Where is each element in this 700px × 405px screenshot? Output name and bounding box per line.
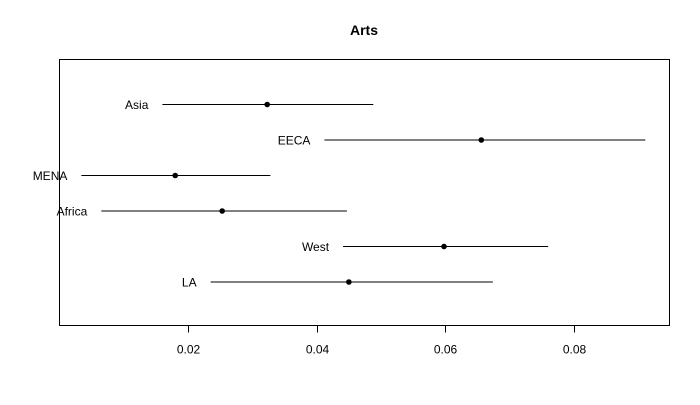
x-axis: 0.02 0.04 0.06 0.08 xyxy=(177,325,587,357)
estimate-point xyxy=(478,137,485,143)
x-tick-label: 0.04 xyxy=(306,343,330,357)
interval-row-west: West xyxy=(302,240,549,254)
estimate-point xyxy=(219,208,225,214)
region-label: Africa xyxy=(57,205,88,219)
interval-series: Asia EECA MENA Africa West LA xyxy=(33,98,646,290)
plot-frame xyxy=(59,59,670,326)
estimate-point xyxy=(264,101,270,108)
x-tick-label: 0.02 xyxy=(177,343,201,357)
chart-title: Arts xyxy=(350,22,378,38)
interval-row-africa: Africa xyxy=(57,205,347,219)
estimate-point xyxy=(441,243,447,250)
estimate-point xyxy=(346,279,352,285)
interval-row-la: LA xyxy=(182,276,493,290)
region-label: MENA xyxy=(33,169,68,183)
x-tick-label: 0.08 xyxy=(563,343,587,357)
region-label: EECA xyxy=(278,134,311,148)
region-label: LA xyxy=(182,276,197,290)
interval-row-mena: MENA xyxy=(33,169,271,183)
interval-row-asia: Asia xyxy=(125,98,374,112)
x-tick-label: 0.06 xyxy=(434,343,458,357)
region-label: Asia xyxy=(125,98,149,112)
estimate-point xyxy=(172,172,179,179)
interval-row-eeca: EECA xyxy=(278,134,646,148)
region-label: West xyxy=(302,240,330,254)
